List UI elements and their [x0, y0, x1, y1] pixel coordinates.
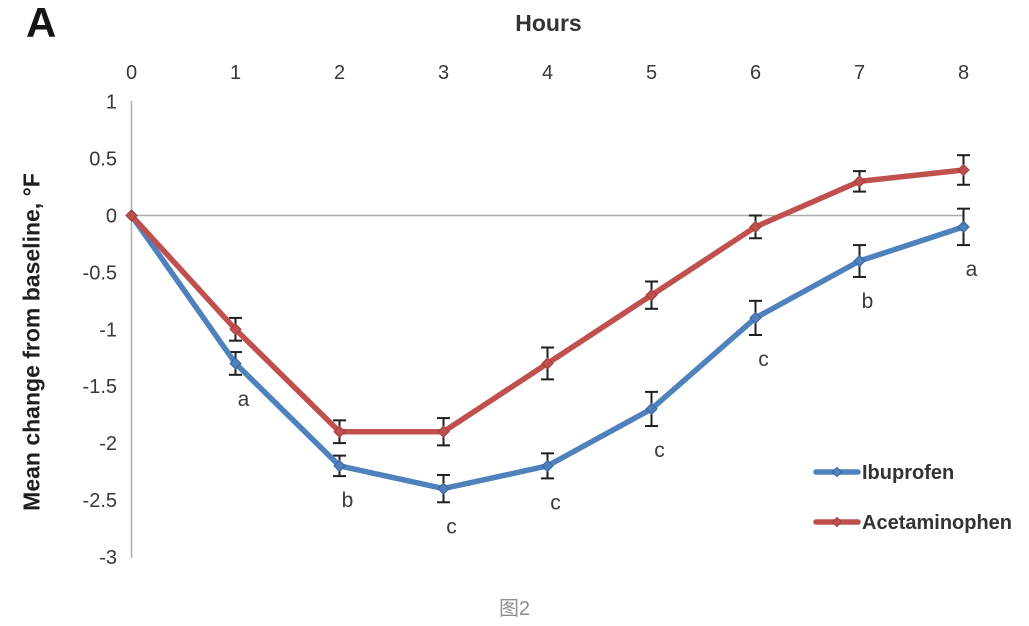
legend-item-ibuprofen: Ibuprofen: [813, 462, 954, 484]
significance-letter: a: [966, 258, 978, 281]
y-tick-label: -0.5: [83, 262, 117, 284]
data-point-marker: [333, 459, 346, 473]
x-axis-title: Hours: [515, 10, 582, 36]
series-ibuprofen: a b c c c c b a: [125, 207, 978, 538]
legend: Ibuprofen Acetaminophen: [813, 462, 1012, 534]
data-point-marker: [229, 357, 242, 370]
data-point-marker: [229, 323, 242, 336]
significance-letter: b: [862, 290, 874, 313]
x-tick-label: 5: [646, 62, 657, 84]
significance-letter: c: [550, 491, 561, 514]
significance-letter: c: [654, 439, 665, 462]
legend-label: Ibuprofen: [862, 462, 954, 484]
legend-marker-point: [831, 516, 843, 528]
data-point-marker: [437, 425, 450, 438]
y-tick-label: 1: [106, 92, 117, 114]
y-tick-label: -2: [99, 433, 117, 455]
significance-letter: c: [446, 515, 457, 538]
panel-label: A: [26, 0, 57, 46]
y-tick-label: 0.5: [89, 149, 117, 171]
y-tick-label: -1.5: [83, 376, 117, 398]
data-point-marker: [541, 459, 554, 473]
x-tick-label: 2: [334, 62, 345, 84]
x-tick-label: 8: [958, 62, 969, 84]
data-point-marker: [541, 357, 554, 370]
x-tick-label: 1: [230, 62, 241, 84]
y-tick-label: -3: [99, 547, 117, 569]
x-tick-label: 4: [542, 62, 553, 84]
figure-caption: 图2: [498, 598, 531, 620]
series-line: [128, 167, 967, 435]
data-point-marker: [645, 402, 658, 416]
data-point-marker: [333, 425, 346, 438]
data-point-marker: [645, 288, 658, 302]
legend-item-acetaminophen: Acetaminophen: [813, 512, 1012, 534]
y-tick-label: -2.5: [83, 490, 117, 512]
significance-letter: c: [758, 348, 769, 371]
data-point-marker: [749, 220, 762, 234]
data-point-marker: [957, 163, 970, 177]
data-point-marker: [957, 220, 970, 234]
legend-marker-point: [831, 466, 843, 478]
x-tick-label: 6: [750, 62, 761, 84]
y-tick-label: -1: [99, 319, 117, 341]
data-point-marker: [749, 311, 762, 325]
data-point-marker: [125, 209, 138, 222]
significance-letter: b: [342, 489, 354, 512]
x-tick-label: 0: [126, 62, 137, 84]
data-point-marker: [437, 482, 450, 495]
series-acetaminophen: [125, 154, 970, 447]
legend-label: Acetaminophen: [862, 512, 1012, 534]
x-tick-label: 3: [438, 62, 449, 84]
data-point-marker: [853, 254, 866, 268]
x-tick-label: 7: [854, 62, 865, 84]
data-point-marker: [853, 175, 866, 188]
significance-letter: a: [238, 388, 250, 411]
y-tick-label: 0: [106, 206, 117, 228]
